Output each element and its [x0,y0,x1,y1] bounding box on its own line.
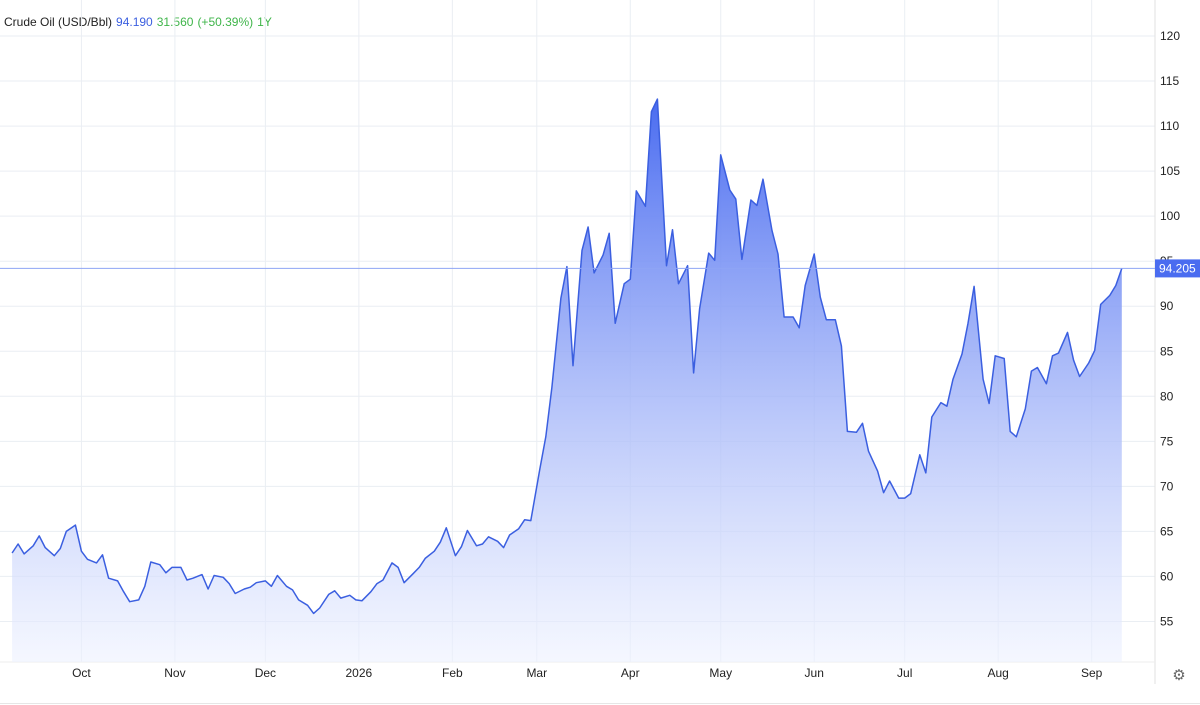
gear-icon[interactable]: ⚙ [1172,667,1186,684]
y-axis: 556065707580859095100105110115120 [1160,29,1180,628]
y-tick-label: 65 [1160,524,1174,538]
last-price-badge [1155,259,1200,278]
period-label[interactable]: 1Y [257,15,272,29]
bottom-divider [0,703,1200,704]
x-tick-label: 2026 [346,666,373,680]
x-tick-label: Mar [526,666,547,680]
y-tick-label: 80 [1160,389,1174,403]
y-tick-label: 85 [1160,344,1174,358]
y-tick-label: 105 [1160,164,1180,178]
current-price: 94.190 [116,15,153,29]
y-tick-label: 70 [1160,479,1174,493]
price-change-percent: (+50.39%) [197,15,254,29]
x-tick-label: May [709,666,732,680]
area-layer [11,98,1123,663]
x-tick-label: Feb [442,666,463,680]
x-tick-label: Aug [988,666,1009,680]
price-line[interactable] [11,98,1123,615]
y-tick-label: 55 [1160,614,1174,628]
y-tick-label: 90 [1160,299,1174,313]
x-tick-label: Apr [621,666,640,680]
y-tick-label: 110 [1160,119,1179,133]
y-tick-label: 60 [1160,569,1174,583]
x-tick-label: Jun [805,666,824,680]
chart-legend: Crude Oil (USD/Bbl) 94.190 31.560 (+50.39%)… [4,15,276,29]
x-tick-label: Nov [164,666,185,680]
x-axis: Oct Nov Dec 2026 Feb Mar Apr May Jun Jul Aug Sep [72,666,1103,680]
last-price-label: 94.205 [1159,261,1196,275]
last-price-line: 94.205 [0,259,1200,278]
x-tick-label: Sep [1081,666,1103,680]
x-tick-label: Dec [255,666,276,680]
x-tick-label: Oct [72,666,91,680]
y-tick-label: 100 [1160,209,1180,223]
y-tick-label: 115 [1160,74,1179,88]
instrument-name: Crude Oil (USD/Bbl) [4,15,113,29]
x-tick-label: Jul [897,666,912,680]
y-tick-label: 75 [1160,434,1174,448]
y-tick-label: 120 [1160,29,1180,43]
price-area-fill [12,99,1122,663]
